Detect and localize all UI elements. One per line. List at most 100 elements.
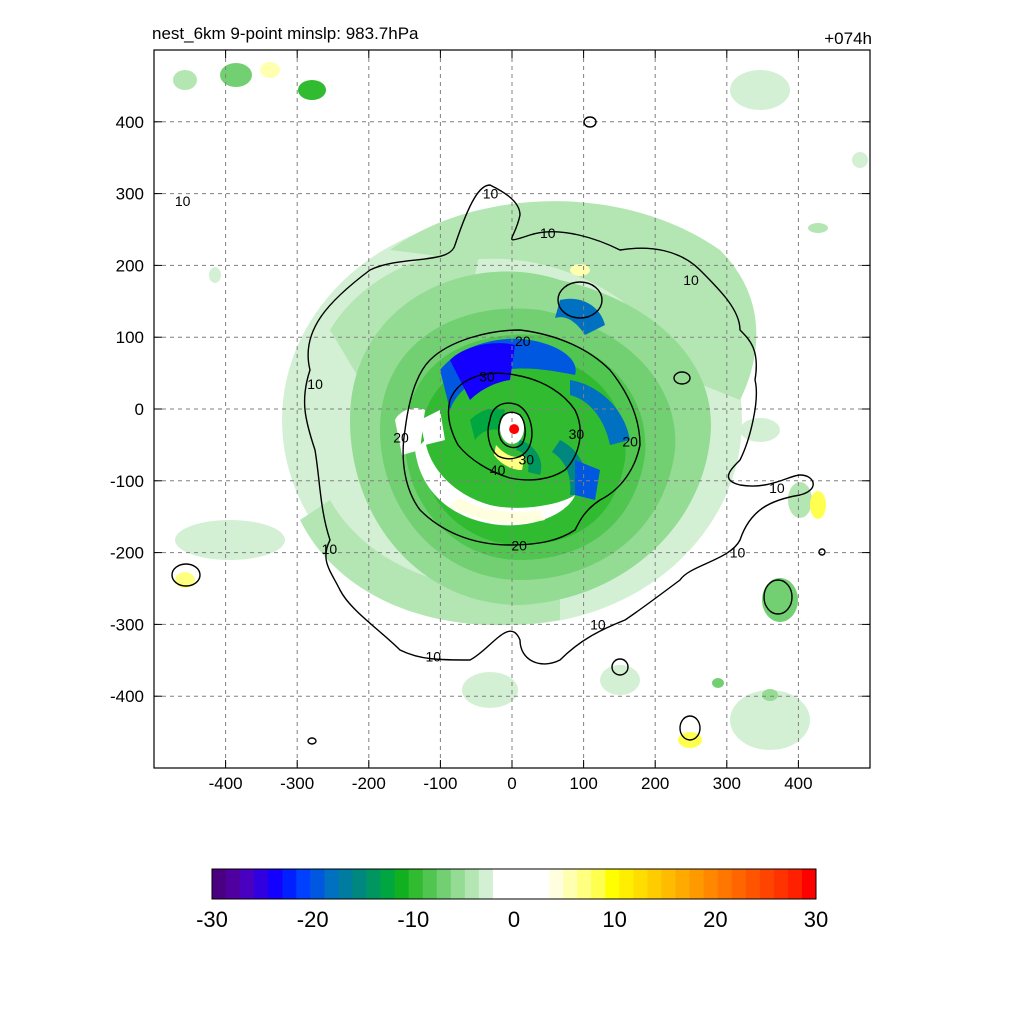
contour-label: 10 [175, 193, 191, 209]
contour-label: 40 [490, 462, 506, 478]
y-tick-label: -100 [110, 472, 144, 491]
x-tick-label: 400 [784, 774, 812, 793]
colorbar-label: 10 [602, 907, 626, 932]
plot-area: 10 10 10 10 10 10 10 10 10 10 20 20 20 20 30 30 30 40 [154, 50, 870, 768]
colorbar-cell [450, 869, 466, 899]
contour-label: 10 [540, 225, 556, 241]
colorbar-label: -20 [297, 907, 329, 932]
contour-label: 10 [322, 541, 338, 557]
colorbar-cell [801, 869, 817, 899]
contour-small-6 [307, 737, 317, 745]
colorbar-cell [563, 869, 578, 899]
colorbar-cell [478, 869, 494, 899]
colorbar-cell [661, 869, 677, 899]
contour-label: 10 [769, 480, 785, 496]
colorbar-cell [324, 869, 339, 899]
colorbar-cell [296, 869, 311, 899]
colorbar-cell [759, 869, 775, 899]
colorbar-cell [619, 869, 634, 899]
colorbar-cell [282, 869, 297, 899]
colorbar: -30 -20 -10 0 10 20 30 [196, 868, 828, 932]
contour-small-2 [171, 563, 201, 587]
contour-label: 20 [511, 537, 527, 553]
colorbar-cell [675, 869, 691, 899]
colorbar-labels: -30 -20 -10 0 10 20 30 [196, 907, 828, 932]
colorbar-label: 0 [508, 907, 520, 932]
colorbar-cell [464, 869, 480, 899]
colorbar-cell [731, 869, 747, 899]
x-tick-label: -100 [423, 774, 457, 793]
y-tick-label: 100 [116, 328, 144, 347]
contour-small-8 [557, 281, 603, 319]
contour-small-7 [673, 371, 691, 385]
contour-small-4 [611, 658, 629, 676]
colorbar-cell [492, 869, 508, 899]
colorbar-cell [352, 869, 368, 899]
colorbar-cell [647, 869, 662, 899]
colorbar-cell [268, 869, 283, 899]
contour-label: 30 [519, 451, 535, 467]
colorbar-cell [436, 869, 452, 899]
contour-10 [303, 184, 814, 665]
contour-small-3 [763, 579, 793, 615]
contour-20 [402, 329, 641, 546]
colorbar-cell [212, 869, 227, 899]
colorbar-cell [605, 869, 620, 899]
x-tick-label: -400 [209, 774, 243, 793]
colorbar-frame [211, 868, 817, 900]
colorbar-cell [591, 869, 606, 899]
x-tick-label: 100 [569, 774, 597, 793]
colorbar-cell [408, 869, 424, 899]
contour-label: 30 [479, 369, 495, 385]
chart-title: nest_6km 9-point minslp: 983.7hPa [152, 24, 419, 43]
y-tick-label: -300 [110, 615, 144, 634]
colorbar-cell [521, 869, 536, 899]
contour-40 [487, 402, 533, 460]
contour-label: 10 [730, 545, 746, 561]
colorbar-cell [240, 869, 255, 899]
colorbar-cell [380, 869, 396, 899]
y-axis: -400 -300 -200 -100 0 100 200 300 400 [110, 113, 870, 706]
colorbar-label: -10 [397, 907, 429, 932]
colorbar-cells [212, 869, 817, 899]
contour-small-9 [818, 548, 826, 556]
colorbar-cell [549, 869, 564, 899]
colorbar-cell [535, 869, 550, 899]
colorbar-cell [422, 869, 438, 899]
contour-label: 10 [307, 376, 323, 392]
storm-center-marker [509, 424, 520, 435]
contour-small-5 [679, 715, 701, 741]
contour-layer [171, 116, 826, 745]
colorbar-cell [773, 869, 789, 899]
colorbar-label: 30 [804, 907, 828, 932]
contour-label: 10 [683, 272, 699, 288]
y-tick-label: 400 [116, 113, 144, 132]
colorbar-cell [787, 869, 803, 899]
colorbar-label: -30 [196, 907, 228, 932]
x-tick-label: -300 [280, 774, 314, 793]
colorbar-cell [506, 869, 522, 899]
contour-label: 10 [483, 186, 499, 202]
y-tick-label: -400 [110, 687, 144, 706]
contour-label: 30 [569, 426, 585, 442]
contour-small-1 [583, 116, 597, 128]
x-tick-label: 300 [713, 774, 741, 793]
colorbar-cell [366, 869, 382, 899]
x-tick-label: 0 [507, 774, 516, 793]
y-tick-label: 300 [116, 185, 144, 204]
y-tick-label: -200 [110, 544, 144, 563]
contour-labels: 10 10 10 10 10 10 10 10 10 10 20 20 20 20 30 30 30 40 [175, 186, 785, 665]
colorbar-label: 20 [703, 907, 727, 932]
colorbar-cell [338, 869, 353, 899]
colorbar-cell [717, 869, 733, 899]
contour-label: 10 [425, 649, 441, 665]
colorbar-cell [254, 869, 269, 899]
colorbar-cell [577, 869, 592, 899]
colorbar-cell [226, 869, 241, 899]
colorbar-cell [394, 869, 410, 899]
x-axis: -400 -300 -200 -100 0 100 200 300 400 [209, 50, 813, 793]
y-tick-label: 0 [135, 400, 144, 419]
colorbar-cell [633, 869, 648, 899]
colorbar-cell [703, 869, 719, 899]
